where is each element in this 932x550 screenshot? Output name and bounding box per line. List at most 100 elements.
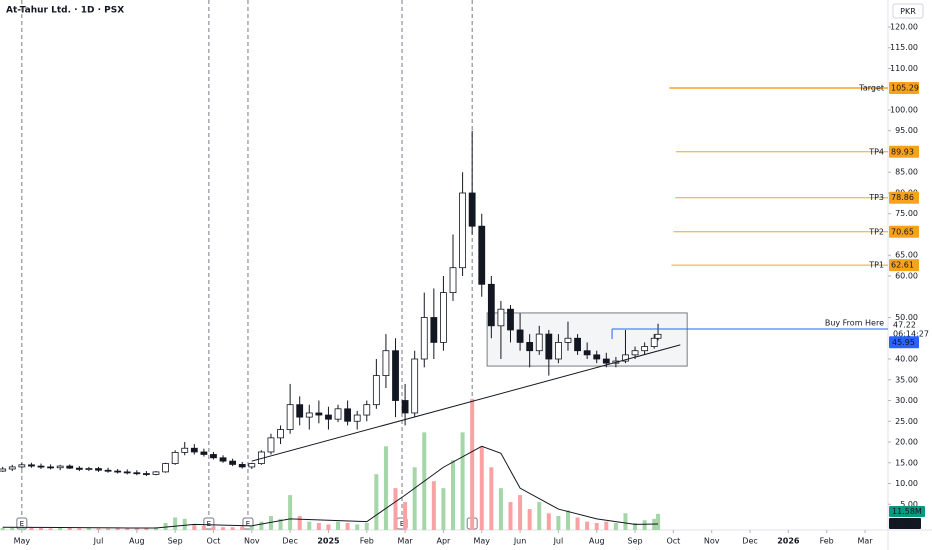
volume-bar (364, 523, 369, 530)
candle-body (593, 354, 601, 360)
candle-body (535, 333, 543, 352)
volume-bar (489, 467, 494, 530)
price-tag (889, 259, 919, 272)
candle-body (305, 412, 313, 418)
volume-bar (77, 528, 82, 530)
candle-body (0, 468, 7, 472)
volume-bar (518, 495, 523, 530)
candle-body (555, 342, 562, 360)
candle-body (516, 329, 524, 343)
candle-body (325, 414, 332, 420)
y-tick-label: 5.00 (900, 500, 918, 509)
candle-body (430, 317, 438, 343)
price-tag-label: 89.93 (891, 147, 914, 156)
candle-body (564, 337, 572, 343)
volume-bar (211, 526, 216, 530)
volume-bar (470, 398, 475, 530)
x-tick-label: Nov (244, 537, 260, 546)
y-tick-label: 115.00 (890, 43, 918, 52)
x-tick-label: Feb (360, 537, 374, 546)
volume-bar (163, 523, 168, 530)
volume-bar (0, 527, 5, 530)
event-label: E (246, 520, 250, 528)
volume-bar (355, 524, 360, 530)
volume-bar (393, 488, 398, 530)
volume-tag (889, 506, 925, 517)
y-tick-label: 25.00 (895, 417, 918, 426)
x-tick-label: Jul (93, 537, 104, 546)
y-tick-label: 85.00 (895, 168, 918, 177)
candle-body (123, 471, 131, 474)
volume-bar (10, 527, 15, 530)
volume-bar (479, 446, 484, 530)
candle-body (143, 473, 150, 475)
volume-bar (537, 502, 542, 530)
volume-ma-tag-label: 4.28M (892, 519, 917, 528)
price-tag (889, 82, 919, 95)
volume-bar (656, 513, 661, 530)
candle-body (334, 408, 342, 420)
event-label: E (400, 520, 404, 528)
volume-bar (29, 527, 34, 530)
y-tick-label: 100.00 (890, 105, 918, 114)
volume-bar (249, 525, 254, 530)
candle-body (114, 470, 122, 473)
candle-body (622, 354, 629, 362)
candle-body (95, 468, 102, 471)
volume-bar (498, 488, 503, 530)
price-tag (889, 145, 919, 158)
x-tick-label: Sep (628, 537, 643, 546)
candle-body (526, 342, 534, 352)
x-tick-label: Dec (742, 537, 757, 546)
candle-body (459, 192, 466, 269)
volume-bar (383, 446, 388, 530)
trendline (251, 344, 681, 462)
x-tick-label: Sep (168, 537, 183, 546)
volume-bar (86, 528, 91, 530)
target-name: TP4 (868, 147, 884, 156)
volume-bar (575, 517, 580, 530)
candle-body (85, 468, 93, 470)
volume-bar (642, 520, 647, 530)
candle-body (18, 464, 26, 468)
volume-bar (431, 481, 436, 530)
volume-bar (451, 460, 456, 530)
price-tag-label: 62.61 (891, 261, 914, 270)
y-tick-label: 20.00 (895, 438, 918, 447)
target-name: TP3 (868, 193, 884, 202)
x-tick-label: Jun (513, 537, 527, 546)
x-tick-label: Apr (437, 537, 452, 546)
x-tick-label: Oct (207, 537, 221, 546)
candle-body (363, 404, 371, 416)
volume-bar (460, 432, 465, 530)
candle-body (219, 457, 227, 462)
volume-bar (240, 526, 245, 530)
volume-bar (182, 518, 187, 530)
volume-bar (221, 527, 226, 530)
currency-box (892, 3, 924, 19)
y-tick-label: 10.00 (895, 479, 918, 488)
target-name: TP2 (868, 227, 884, 236)
x-tick-label: 2025 (317, 537, 340, 546)
x-tick-label: 2026 (777, 537, 800, 546)
candle-body (487, 283, 495, 327)
volume-bar (307, 521, 312, 530)
volume-bar (604, 521, 609, 530)
volume-bar (326, 524, 331, 530)
volume-bar (374, 474, 379, 530)
volume-bar (585, 521, 590, 530)
volume-bar (268, 516, 273, 530)
x-tick-label: May (14, 537, 31, 546)
candle-body (641, 346, 649, 352)
candle-body (28, 464, 35, 467)
event-label: E (207, 520, 211, 528)
candle-body (238, 464, 246, 468)
currency: PKR (900, 7, 916, 16)
candle-body (267, 437, 275, 453)
volume-bar (39, 527, 44, 530)
volume-bar (173, 517, 178, 530)
volume-bar (594, 523, 599, 530)
x-tick-label: Dec (282, 537, 297, 546)
buy-label: Buy From Here (825, 319, 884, 328)
